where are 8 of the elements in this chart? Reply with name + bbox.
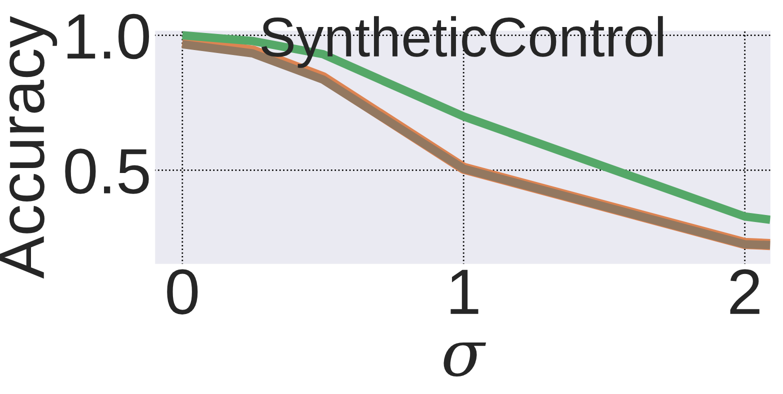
x-axis-title: σ	[444, 342, 486, 377]
x-tick-label: 2	[730, 269, 760, 314]
x-tick-label: 1	[450, 270, 478, 314]
y-axis-title: Accuracy	[0, 16, 58, 279]
y-tick-label: 0.5	[65, 148, 149, 194]
chart-title: SyntheticControl	[261, 16, 663, 68]
y-tick-label: 1.0	[68, 14, 149, 60]
x-tick-label: 0	[167, 269, 198, 314]
